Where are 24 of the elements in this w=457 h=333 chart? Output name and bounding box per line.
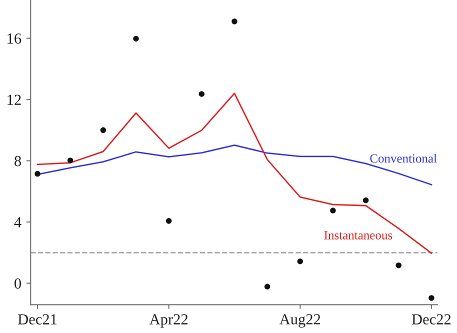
point [100,127,106,134]
y-tick-label: 0 [14,278,22,289]
point [67,158,74,164]
point [34,170,40,177]
y-tick-label: 16 [8,33,22,44]
point [396,262,402,268]
point [133,36,139,42]
x-tick-label: Dec22 [412,314,451,324]
point [362,197,369,204]
point [330,208,336,214]
point [264,284,270,290]
point [166,218,172,224]
x-tick-label: Dec21 [18,314,57,324]
x-tick-label: Apr22 [149,314,188,328]
series-label: Conventional [370,154,437,163]
y-tick-label: 12 [8,94,21,105]
series-label: Instantaneous [324,231,392,240]
point [232,18,238,24]
point [428,295,434,301]
point [198,91,205,97]
y-tick-label: 4 [14,217,22,228]
point [297,258,304,264]
y-tick-label: 8 [14,156,22,166]
x-tick-label: Aug22 [279,314,320,328]
